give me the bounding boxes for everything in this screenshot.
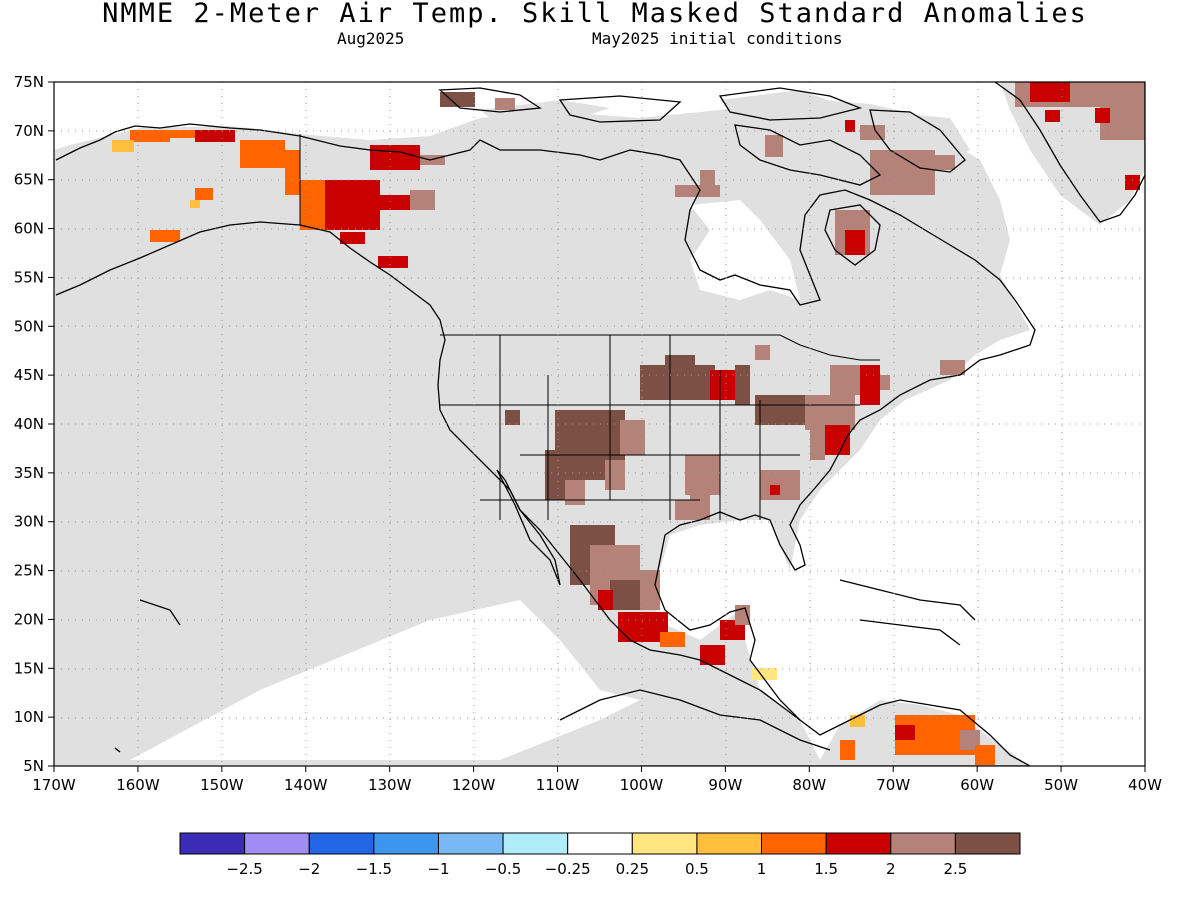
latitude-label: 15N	[14, 659, 44, 677]
longitude-label: 70W	[876, 776, 910, 794]
legend-swatch	[567, 832, 633, 855]
longitude-label: 60W	[960, 776, 994, 794]
legend-label: −1.5	[356, 860, 392, 878]
longitude-label: 50W	[1044, 776, 1078, 794]
latitude-label: 35N	[14, 464, 44, 482]
longitude-label: 110W	[536, 776, 580, 794]
legend-swatch	[890, 832, 956, 855]
legend-label: 1	[757, 860, 767, 878]
legend-label: −0.5	[485, 860, 521, 878]
latitude-label: 30N	[14, 513, 44, 531]
legend-label: 2	[886, 860, 896, 878]
longitude-label: 130W	[368, 776, 412, 794]
legend-swatch	[373, 832, 439, 855]
legend-label: 2.5	[943, 860, 967, 878]
legend-label: 0.5	[685, 860, 709, 878]
latitude-label: 65N	[14, 171, 44, 189]
legend-label: −1	[427, 860, 449, 878]
latitude-label: 40N	[14, 415, 44, 433]
longitude-label: 170W	[32, 776, 76, 794]
legend-swatch	[244, 832, 310, 855]
coastlines	[55, 82, 1145, 766]
map-field	[54, 82, 1145, 766]
legend-swatch	[179, 832, 246, 855]
longitude-labels: 170W 160W 150W 140W 130W 120W 110W 100W 90W 80W 70…	[32, 766, 1162, 794]
longitude-label: 120W	[452, 776, 496, 794]
legend-swatch	[437, 832, 504, 855]
latitude-label: 10N	[14, 708, 44, 726]
legend-label: 0.25	[616, 860, 649, 878]
legend-label: −2	[298, 860, 320, 878]
latitude-label: 20N	[14, 610, 44, 628]
longitude-label: 140W	[284, 776, 328, 794]
legend-label: 1.5	[814, 860, 838, 878]
latitude-label: 5N	[23, 757, 44, 775]
legend-label: −2.5	[226, 860, 262, 878]
latitude-label: 50N	[14, 317, 44, 335]
initial-conditions: May2025 initial conditions	[592, 29, 843, 48]
masked-land	[54, 82, 1145, 766]
legend-swatch	[825, 832, 892, 855]
longitude-label: 80W	[792, 776, 826, 794]
latitude-label: 60N	[14, 220, 44, 238]
latitude-label: 70N	[14, 122, 44, 140]
longitude-label: 150W	[200, 776, 244, 794]
legend-swatch	[631, 832, 698, 855]
legend-swatch	[502, 832, 569, 855]
warm-anomalies	[112, 82, 1145, 765]
latitude-label: 45N	[14, 366, 44, 384]
latitude-label: 25N	[14, 562, 44, 580]
legend-label: −0.25	[545, 860, 591, 878]
longitude-label: 160W	[116, 776, 160, 794]
legend-swatch	[761, 832, 827, 855]
longitude-label: 100W	[620, 776, 664, 794]
legend-swatch	[696, 832, 763, 855]
latitude-label: 75N	[14, 73, 44, 91]
chart-title: NMME 2-Meter Air Temp. Skill Masked Stan…	[102, 0, 1088, 29]
forecast-month: Aug2025	[337, 29, 405, 48]
legend-swatch	[954, 832, 1021, 855]
longitude-label: 40W	[1128, 776, 1162, 794]
legend-swatch	[308, 832, 375, 855]
latitude-labels: 75N 70N 65N 60N 55N 50N 45N 40N 35N 30N 25N 20N 15N 1…	[14, 73, 54, 775]
longitude-label: 90W	[708, 776, 742, 794]
latitude-label: 55N	[14, 268, 44, 286]
color-legend: −2.5 −2 −1.5 −1 −0.5 −0.25 0.25 0.5 1 1.5 2 2.5	[179, 832, 1021, 878]
